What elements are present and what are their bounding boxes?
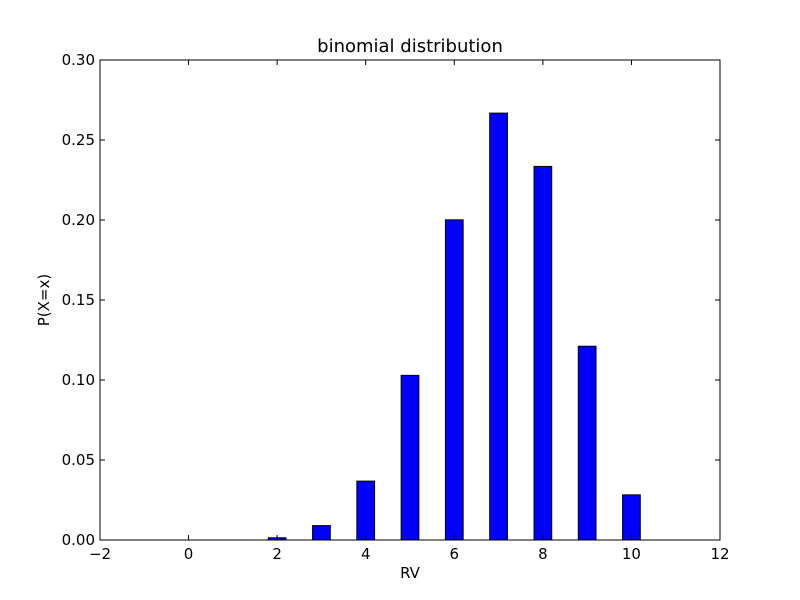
x-axis-ticks: −2 0 2 4 6 8 10 12 [89,60,730,563]
bar [622,494,641,541]
x-tick-label: 0 [184,545,194,563]
bar [489,112,508,541]
y-tick-label: 0.10 [62,371,95,389]
y-tick-label: 0.15 [62,291,95,309]
y-tick-label: 0.25 [62,131,95,149]
chart-title: binomial distribution [317,36,503,57]
y-tick-label: 0.05 [62,451,95,469]
x-tick-label: −2 [89,545,111,563]
x-tick-label: 4 [361,545,371,563]
y-tick-label: 0.20 [62,211,95,229]
bar [577,345,597,541]
bar [356,480,376,541]
bar [400,374,420,541]
x-tick-label: 12 [710,545,729,563]
x-tick-label: 2 [272,545,282,563]
x-tick-label: 6 [450,545,460,563]
y-tick-label: 0.30 [62,51,95,69]
y-tick-label: 0.00 [62,531,95,549]
bars-group [267,112,641,541]
x-tick-label: 8 [538,545,548,563]
bar [444,219,464,541]
x-axis-label: RV [400,564,421,582]
x-tick-label: 10 [622,545,641,563]
y-axis-ticks: 0.00 0.05 0.10 0.15 0.20 0.25 0.30 [62,51,720,549]
y-axis-label: P(X=x) [35,274,53,326]
bar [533,165,553,541]
bar [312,525,331,541]
